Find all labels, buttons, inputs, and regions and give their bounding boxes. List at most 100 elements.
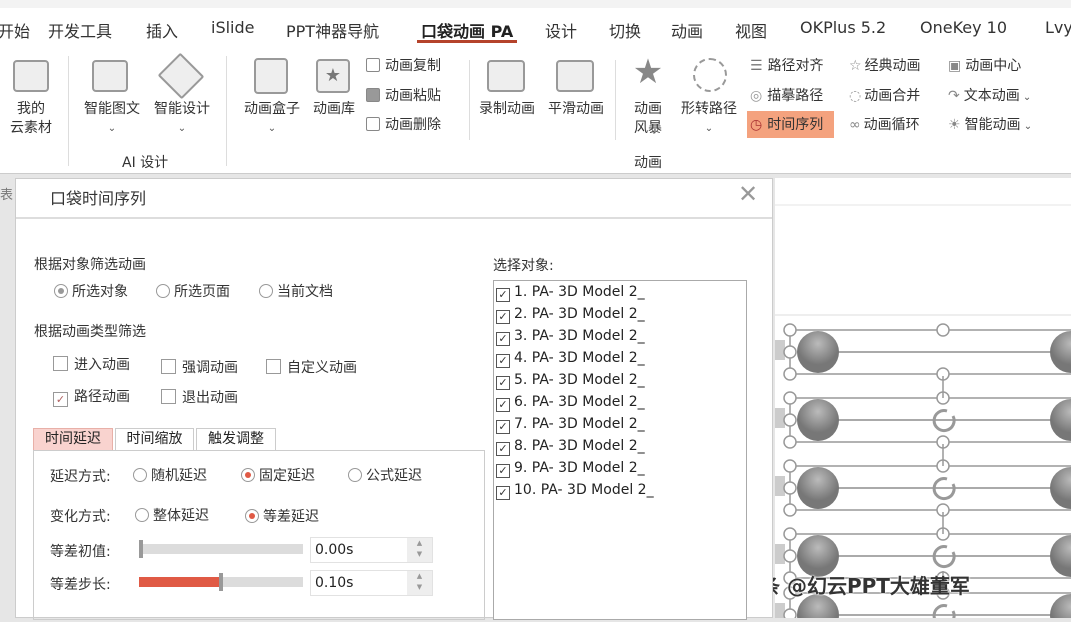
object-list-item[interactable]: ✓ 8. PA- 3D Model 2_ [496,438,645,456]
initial-value-spinner[interactable]: 0.00s ▲ ▼ [310,537,433,563]
label: 路径动画 [74,389,130,405]
radio-arithmetic-delay[interactable]: 等差延迟 [245,506,319,526]
checkmark-icon[interactable]: ✓ [496,332,510,346]
checkbox-path[interactable]: ✓ 路径动画 [53,386,130,407]
align-icon: ☰ [750,58,763,74]
object-list-item[interactable]: ✓ 2. PA- 3D Model 2_ [496,306,645,324]
tab-view[interactable]: 视图 [735,22,768,41]
radio-fixed-delay[interactable]: 固定延迟 [241,465,315,485]
animation-storm-button[interactable]: 动画 风暴 [628,100,668,138]
tab-islide[interactable]: iSlide [211,18,255,37]
animation-box-button[interactable]: 动画盒子 ⌄ [240,100,304,138]
trace-path-button[interactable]: ◎ 描摹路径 [750,87,823,105]
path-align-button[interactable]: ☰ 路径对齐 [750,57,824,75]
object-list-item[interactable]: ✓ 9. PA- 3D Model 2_ [496,460,645,478]
text-animation-button[interactable]: ↷ 文本动画 ⌄ [948,87,1031,107]
tab-animations[interactable]: 动画 [671,22,704,41]
rotate-icon [932,477,956,501]
tab-design[interactable]: 设计 [545,22,578,41]
3d-model-sphere [797,594,839,622]
smart-graphic-button[interactable]: 智能图文 ⌄ [80,100,144,138]
spinner-arrows-icon[interactable]: ▲ ▼ [407,538,432,562]
3d-model-sphere [1050,535,1071,577]
checkmark-icon[interactable]: ✓ [496,398,510,412]
dialog-title: 口袋时间序列 [50,189,147,208]
checkmark-icon[interactable]: ✓ [496,376,510,390]
checkbox-entrance[interactable]: 进入动画 [53,354,130,374]
group-label-animation: 动画 [634,155,662,171]
object-list-item[interactable]: ✓ 4. PA- 3D Model 2_ [496,350,645,368]
animation-center-button[interactable]: ▣ 动画中心 [948,57,1021,75]
animation-delete-button[interactable]: 动画删除 [366,116,441,134]
tab-pocket-animation[interactable]: 口袋动画 PA [421,22,514,41]
close-icon[interactable]: ✕ [738,180,759,208]
radio-selected-objects[interactable]: 所选对象 [54,281,128,301]
object-list-item[interactable]: ✓ 7. PA- 3D Model 2_ [496,416,645,434]
checkmark-icon[interactable]: ✓ [496,354,510,368]
radio-current-document[interactable]: 当前文档 [259,281,333,301]
checkbox-exit[interactable]: 退出动画 [161,387,238,407]
step-slider[interactable] [139,573,303,591]
classic-animation-button[interactable]: ☆ 经典动画 [849,57,921,75]
slider-thumb[interactable] [139,540,143,558]
checkmark-icon[interactable]: ✓ [496,288,510,302]
record-animation-button[interactable]: 录制动画 [479,101,535,117]
object-list-item[interactable]: ✓ 1. PA- 3D Model 2_ [496,284,645,302]
animation-copy-button[interactable]: 动画复制 [366,57,441,75]
checkmark-icon[interactable]: ✓ [496,420,510,434]
smart-design-button[interactable]: 智能设计 ⌄ [150,100,214,138]
objects-list[interactable]: ✓ 1. PA- 3D Model 2_ ✓ 2. PA- 3D Model 2_ ✓ 3… [493,280,747,620]
tab-transitions[interactable]: 切换 [609,22,642,41]
checkbox-custom[interactable]: 自定义动画 [266,357,357,377]
resize-handle [936,323,950,337]
resize-handle [783,323,797,337]
checkmark-icon[interactable]: ✓ [496,486,510,500]
tab-insert[interactable]: 插入 [146,22,179,41]
radio-selected-pages[interactable]: 所选页面 [156,281,230,301]
animation-paste-button[interactable]: 动画粘贴 [366,87,441,105]
tab-home[interactable]: 开始 [0,22,31,41]
label: 公式延迟 [366,468,422,484]
tab-okplus[interactable]: OKPlus 5.2 [800,18,887,37]
value: 0.00s [315,542,354,558]
step-spinner[interactable]: 0.10s ▲ ▼ [310,570,433,596]
tab-developer[interactable]: 开发工具 [48,22,113,41]
radio-formula-delay[interactable]: 公式延迟 [348,465,422,485]
tab-onekey[interactable]: OneKey 10 [920,18,1008,37]
checkmark-icon[interactable]: ✓ [496,442,510,456]
tab-lvy[interactable]: Lvy [1045,18,1071,37]
spinner-arrows-icon[interactable]: ▲ ▼ [407,571,432,595]
value: 0.10s [315,575,354,591]
time-sequence-highlight [747,111,834,138]
object-list-item[interactable]: ✓ 10. PA- 3D Model 2_ [496,482,654,500]
tab-time-delay[interactable]: 时间延迟 [33,428,113,451]
animation-library-button[interactable]: 动画库 [313,101,355,117]
radio-random-delay[interactable]: 随机延迟 [133,465,207,485]
radio-overall-delay[interactable]: 整体延迟 [135,505,209,525]
object-list-item[interactable]: ✓ 6. PA- 3D Model 2_ [496,394,645,412]
slider-thumb[interactable] [219,573,223,591]
active-tab-indicator [417,40,517,43]
time-sequence-button[interactable]: ◷ 时间序列 [750,116,823,134]
animation-merge-button[interactable]: ◌ 动画合并 [849,87,920,105]
label: 动画粘贴 [385,88,441,104]
tab-time-scale[interactable]: 时间缩放 [115,428,194,451]
morph-path-button[interactable]: 形转路径 ⌄ [676,100,742,138]
checkbox-emphasis[interactable]: 强调动画 [161,357,238,377]
checkmark-icon[interactable]: ✓ [496,310,510,324]
my-cloud-button[interactable]: 我的 云素材 [10,100,52,138]
label: 经典动画 [864,58,921,74]
radio-icon [54,284,68,298]
tab-ppt-nav[interactable]: PPT神器导航 [286,22,380,41]
object-list-item[interactable]: ✓ 3. PA- 3D Model 2_ [496,328,645,346]
animation-loop-button[interactable]: ∞ 动画循环 [849,116,920,134]
tab-trigger-adjust[interactable]: 触发调整 [196,428,276,451]
label: 云素材 [10,120,52,136]
smart-animation-button[interactable]: ☀ 智能动画 ⌄ [948,116,1032,136]
cloud-folder-icon [13,60,49,92]
smooth-animation-button[interactable]: 平滑动画 [548,101,604,117]
3d-models-selection[interactable] [775,178,1071,622]
initial-value-slider[interactable] [139,540,303,558]
object-list-item[interactable]: ✓ 5. PA- 3D Model 2_ [496,372,645,390]
checkmark-icon[interactable]: ✓ [496,464,510,478]
